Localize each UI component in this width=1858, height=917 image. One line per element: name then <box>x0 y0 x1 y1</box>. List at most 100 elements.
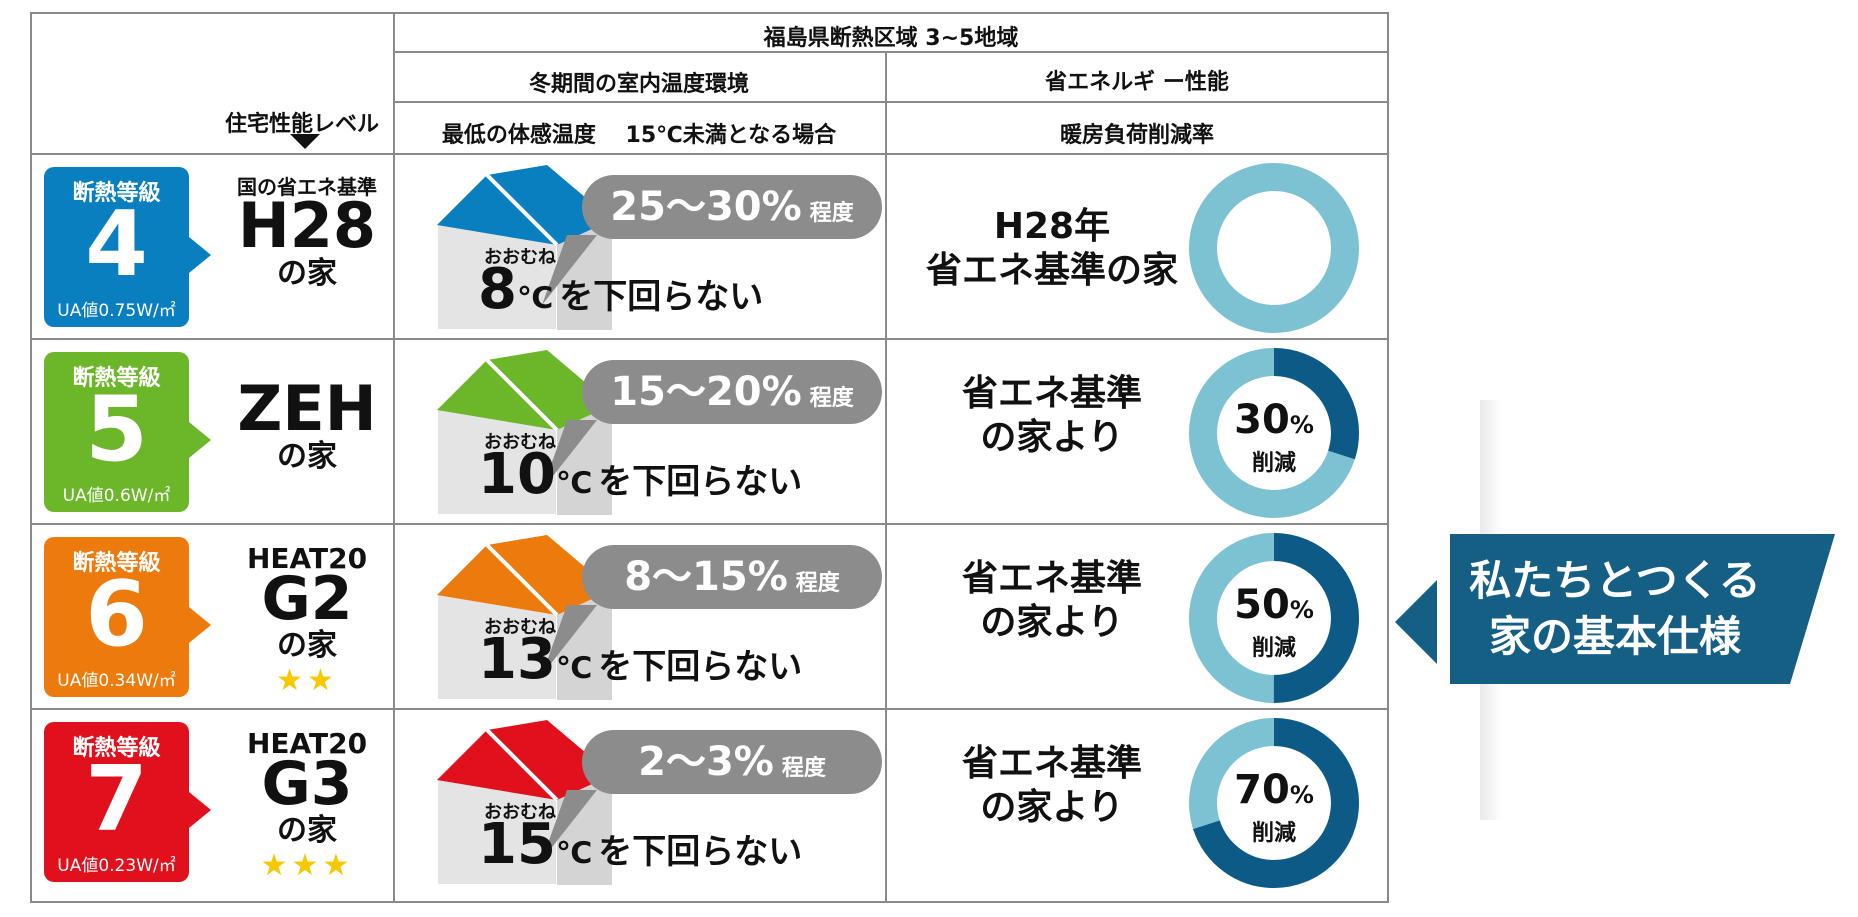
grade-label: 断熱等級 <box>72 366 161 391</box>
savings-line-2: の家より <box>980 417 1124 458</box>
standard-suffix: の家 <box>277 439 337 474</box>
standard-name: G2 <box>261 564 353 634</box>
approx-prefix: おおむね <box>484 432 556 453</box>
grade-label: 断熱等級 <box>72 181 161 206</box>
star-rating: ★★ <box>276 663 338 698</box>
celsius-unit: ℃ <box>555 466 593 501</box>
savings-line-1: 省エネ基準 <box>961 558 1142 599</box>
temperature-value: 8 <box>478 257 517 322</box>
temperature-value: 10 <box>478 442 556 507</box>
level-row: 断熱等級 6 UA値0.34W/㎡ HEAT20 G2 の家 ★★ 8～15% … <box>32 525 1391 710</box>
approx-prefix: おおむね <box>484 247 556 268</box>
region-header: 福島県断熱区域 3~5地域 <box>763 26 1019 51</box>
savings-line-2: の家より <box>980 787 1124 828</box>
energy-subheader: 暖房負荷削減率 <box>1059 123 1214 148</box>
reduction-donut <box>1189 533 1359 703</box>
ua-value: UA値0.75W/㎡ <box>57 301 176 321</box>
temperature-bubble: 2～3% 程度 <box>582 730 882 794</box>
standard-name: H28 <box>237 189 377 262</box>
down-triangle-icon <box>290 134 320 149</box>
celsius-unit: ℃ <box>555 836 593 871</box>
reduction-unit: % <box>1289 781 1314 809</box>
row-rule <box>32 708 1389 710</box>
donut-reduction-arc <box>1189 718 1359 888</box>
standard-suffix: の家 <box>277 628 337 663</box>
header-rule <box>393 51 1389 53</box>
banner-line-2: 家の基本仕様 <box>1488 612 1741 661</box>
percentage-text: 15～20% <box>610 369 802 415</box>
temperature-caption: を下回らない <box>598 647 803 687</box>
pointer-icon <box>189 792 211 828</box>
temperature-value: 15 <box>478 812 556 877</box>
grade-number: 4 <box>85 192 148 297</box>
header-rule <box>393 101 1389 103</box>
reduction-donut <box>1189 718 1359 888</box>
approx-prefix: おおむね <box>484 802 556 823</box>
standard-suffix: の家 <box>277 256 337 291</box>
grade-number: 5 <box>85 377 148 482</box>
approx-label: 程度 <box>795 571 840 596</box>
donut-track <box>1189 163 1359 333</box>
level-row: 断熱等級 5 UA値0.6W/㎡ ZEH の家 15～20% 程度 おおむね 1… <box>32 340 1391 525</box>
savings-text: 省エネ基準 の家より <box>912 742 1192 830</box>
savings-text: 省エネ基準 の家より <box>912 372 1192 460</box>
banner-line-1: 私たちとつくる <box>1469 556 1761 605</box>
house-icon <box>437 350 612 515</box>
row-rule <box>32 338 1389 340</box>
temperature-caption: を下回らない <box>598 462 803 502</box>
percentage-text: 8～15% <box>624 554 788 600</box>
approx-prefix: おおむね <box>484 617 556 638</box>
banner-shape <box>1450 534 1835 684</box>
grade-badge: 断熱等級 6 UA値0.34W/㎡ <box>44 537 211 697</box>
grade-badge: 断熱等級 4 UA値0.75W/㎡ <box>44 167 211 327</box>
min-temperature: 8℃ を下回らない <box>478 257 763 322</box>
level-row: 断熱等級 4 UA値0.75W/㎡ 国の省エネ基準 H28 の家 25～30% … <box>32 155 1391 340</box>
reduction-label: 30% 削減 <box>1189 400 1359 477</box>
ua-value: UA値0.6W/㎡ <box>62 486 171 506</box>
donut-reduction-arc <box>1189 348 1359 518</box>
standard-prefix: 国の省エネ基準 <box>237 175 377 199</box>
approx-label: 程度 <box>781 756 826 781</box>
level-label: 住宅性能レベル <box>224 112 379 137</box>
reduction-caption: 削減 <box>1251 821 1296 846</box>
savings-line-1: H28年 <box>993 206 1111 247</box>
reduction-unit: % <box>1289 596 1314 624</box>
savings-line-1: 省エネ基準 <box>961 373 1142 414</box>
reduction-donut <box>1189 348 1359 518</box>
min-temperature: 13℃ を下回らない <box>478 627 802 692</box>
reduction-value: 70 <box>1234 767 1290 813</box>
celsius-unit: ℃ <box>516 281 554 316</box>
pointer-icon <box>189 422 211 458</box>
reduction-unit: % <box>1289 411 1314 439</box>
approx-label: 程度 <box>809 201 854 226</box>
temperature-bubble: 8～15% 程度 <box>582 545 882 609</box>
savings-text: 省エネ基準 の家より <box>912 557 1192 645</box>
standard-name: G3 <box>261 749 353 819</box>
celsius-unit: ℃ <box>555 651 593 686</box>
reduction-caption: 削減 <box>1251 451 1296 476</box>
temperature-value: 13 <box>478 627 556 692</box>
reduction-label: 70% 削減 <box>1189 770 1359 847</box>
pointer-icon <box>189 607 211 643</box>
reduction-value: 30 <box>1234 397 1290 443</box>
reduction-label: 50% 削減 <box>1189 585 1359 662</box>
standard-prefix: HEAT20 <box>246 542 368 575</box>
level-row: 断熱等級 7 UA値0.23W/㎡ HEAT20 G3 の家 ★★★ 2～3% … <box>32 710 1391 895</box>
header-divider <box>393 14 395 903</box>
grade-label: 断熱等級 <box>72 551 161 576</box>
temperature-bubble: 25～30% 程度 <box>582 175 882 239</box>
reduction-caption: 削減 <box>1251 636 1296 661</box>
temperature-caption: を下回らない <box>559 277 764 317</box>
column-divider <box>885 51 887 903</box>
approx-label: 程度 <box>809 386 854 411</box>
reduction-donut <box>1189 163 1359 333</box>
min-temperature: 15℃ を下回らない <box>478 812 802 877</box>
savings-line-2: 省エネ基準の家 <box>925 250 1178 291</box>
standard-prefix: HEAT20 <box>246 727 368 760</box>
temperature-caption: を下回らない <box>598 832 803 872</box>
savings-text: H28年 省エネ基準の家 <box>912 205 1192 293</box>
house-icon <box>437 165 612 330</box>
standard-name: ZEH <box>237 372 377 445</box>
percentage-text: 2～3% <box>638 739 774 785</box>
row-rule <box>32 523 1389 525</box>
